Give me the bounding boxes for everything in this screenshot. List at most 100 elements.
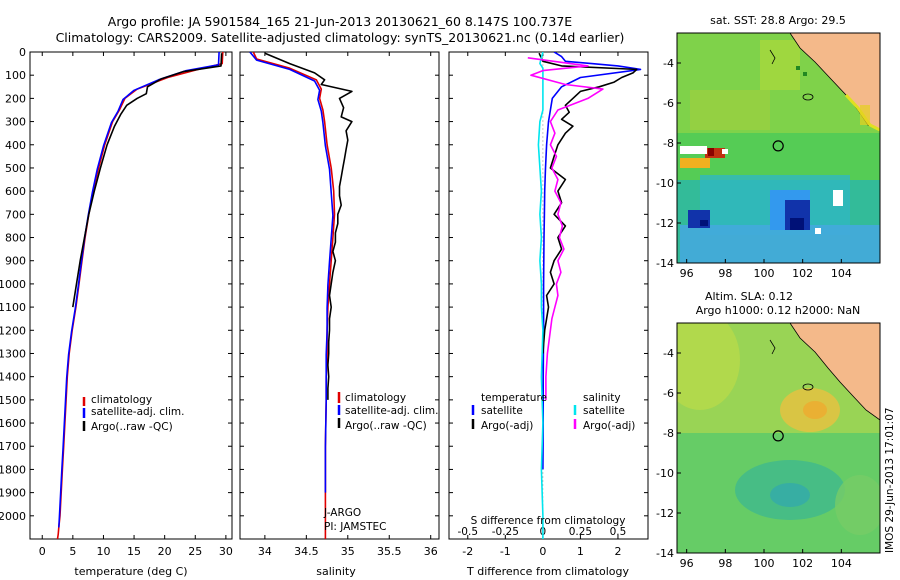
map-x-tick-label: 102	[792, 267, 813, 280]
x-tick-label: 35.5	[377, 545, 402, 558]
temperature-series	[56, 52, 224, 539]
title-line1: Argo profile: JA 5901584_165 21-Jun-2013…	[108, 14, 573, 29]
x-tick-label: 34.5	[294, 545, 319, 558]
x2-tick-label: -0.25	[492, 526, 519, 538]
annotation-jargo: J-ARGO	[323, 507, 361, 519]
sla-map-argo-marker	[772, 430, 784, 442]
x-tick-label: 2	[614, 545, 621, 558]
legend-argo: Argo(..raw -QC)	[345, 420, 427, 432]
map-x-tick-label: 100	[754, 557, 775, 570]
y-tick-label: 1500	[0, 394, 26, 407]
map-x-tick-label: 98	[718, 557, 732, 570]
x-tick-label: -1	[500, 545, 511, 558]
y-tick-label: 1100	[0, 301, 26, 314]
y-tick-label: 900	[5, 255, 26, 268]
map-x-tick-label: 102	[792, 557, 813, 570]
difference-xlabel: T difference from climatology	[466, 565, 629, 578]
series-line	[58, 52, 220, 528]
map-x-tick-label: 100	[754, 267, 775, 280]
legend-satellite: satellite-adj. clim.	[91, 406, 184, 418]
legend-satellite: satellite-adj. clim.	[345, 405, 438, 417]
y-tick-label: 400	[5, 139, 26, 152]
y-tick-label: 1000	[0, 278, 26, 291]
y-tick-label: 700	[5, 208, 26, 221]
map-y-tick-label: -8	[663, 427, 674, 440]
y-tick-label: 600	[5, 185, 26, 198]
difference-axes-box	[448, 51, 649, 540]
sla-map-panel: Altim. SLA: 0.12 Argo h1000: 0.12 h2000:…	[656, 290, 881, 570]
map-y-tick-label: -10	[656, 177, 674, 190]
salinity-series	[249, 52, 353, 539]
series-line	[249, 52, 334, 493]
series-line	[264, 52, 353, 400]
temperature-ticks: 0 5 10 15 20 25 300100200300400500600700800900…	[0, 46, 233, 558]
legend-temperature-header: temperature	[481, 392, 547, 404]
legend-s-argo: Argo(-adj)	[583, 420, 635, 432]
x2-tick-label: 0.5	[610, 526, 627, 538]
sla-map-subtitle: Argo h1000: 0.12 h2000: NaN	[696, 304, 861, 317]
y-tick-label: 200	[5, 92, 26, 105]
map-x-tick-label: 96	[680, 557, 694, 570]
legend-argo: Argo(..raw -QC)	[91, 421, 173, 433]
x-tick-label: 15	[127, 545, 141, 558]
sst-map-ticks: 96 98 100 102 104 -4 -6 -8 -10 -12 -14	[656, 57, 852, 280]
x-tick-label: 25	[188, 545, 202, 558]
difference-series	[527, 52, 642, 539]
map-y-tick-label: -12	[656, 507, 674, 520]
x-tick-label: 34	[258, 545, 272, 558]
salinity-panel: 34 34.5 35 35.5 36 salinity climatology sate…	[239, 51, 440, 578]
y-tick-label: 1400	[0, 371, 26, 384]
map-y-tick-label: -6	[663, 97, 674, 110]
legend-climatology: climatology	[345, 392, 406, 404]
y-tick-label: 1200	[0, 324, 26, 337]
difference-panel: -2 -1 0 1 2-0.5 -0.25 0 0.25 0.5 T difference fr…	[448, 51, 649, 578]
y-tick-label: 500	[5, 162, 26, 175]
y-tick-label: 1300	[0, 347, 26, 360]
y-tick-label: 2000	[0, 510, 26, 523]
x-tick-label: -2	[462, 545, 473, 558]
salinity-ticks: 34 34.5 35 35.5 36	[240, 51, 439, 558]
map-x-tick-label: 96	[680, 267, 694, 280]
sst-map-frame	[676, 32, 881, 264]
x-tick-label: 0	[39, 545, 46, 558]
title-line2: Climatology: CARS2009. Satellite-adjuste…	[56, 30, 625, 45]
x-tick-label: 0	[539, 545, 546, 558]
map-x-tick-label: 104	[831, 267, 852, 280]
y-tick-label: 1600	[0, 417, 26, 430]
y-tick-label: 800	[5, 232, 26, 245]
sst-map-panel: sat. SST: 28.8 Argo: 29.5	[656, 14, 881, 280]
salinity-legend: climatology satellite-adj. clim. Argo(..…	[323, 392, 438, 533]
map-y-tick-label: -8	[663, 137, 674, 150]
temperature-legend: climatology satellite-adj. clim. Argo(..…	[82, 394, 184, 433]
sla-map-ticks: 96 98 100 102 104 -4 -6 -8 -10 -12 -14	[656, 347, 852, 570]
legend-t-argo: Argo(-adj)	[481, 420, 533, 432]
map-y-tick-label: -4	[663, 57, 674, 70]
legend-climatology: climatology	[91, 394, 152, 406]
map-y-tick-label: -14	[656, 547, 674, 560]
series-line	[252, 52, 336, 539]
series-line	[537, 52, 544, 539]
salinity-xlabel: salinity	[316, 565, 356, 578]
y-tick-label: 1700	[0, 440, 26, 453]
map-x-tick-label: 104	[831, 557, 852, 570]
sst-map-title: sat. SST: 28.8 Argo: 29.5	[710, 14, 846, 27]
sst-map-argo-marker	[772, 140, 784, 152]
series-line	[72, 53, 223, 308]
x2-tick-label: -0.5	[458, 526, 479, 538]
difference-legend: temperature salinity satellite Argo(-adj…	[471, 392, 635, 432]
x-tick-label: 5	[69, 545, 76, 558]
annotation-pi: PI: JAMSTEC	[324, 521, 387, 533]
y-tick-label: 1800	[0, 463, 26, 476]
x-tick-label: 35	[341, 545, 355, 558]
y-tick-label: 0	[19, 46, 26, 59]
x-tick-label: 30	[219, 545, 233, 558]
legend-salinity-header: salinity	[583, 392, 621, 404]
legend-s-satellite: satellite	[583, 405, 625, 417]
x2-tick-label: 0.25	[569, 526, 592, 538]
x-tick-label: 10	[96, 545, 110, 558]
x-tick-label: 36	[424, 545, 438, 558]
series-line	[527, 57, 604, 400]
map-y-tick-label: -14	[656, 257, 674, 270]
sla-map-title: Altim. SLA: 0.12	[705, 290, 793, 303]
